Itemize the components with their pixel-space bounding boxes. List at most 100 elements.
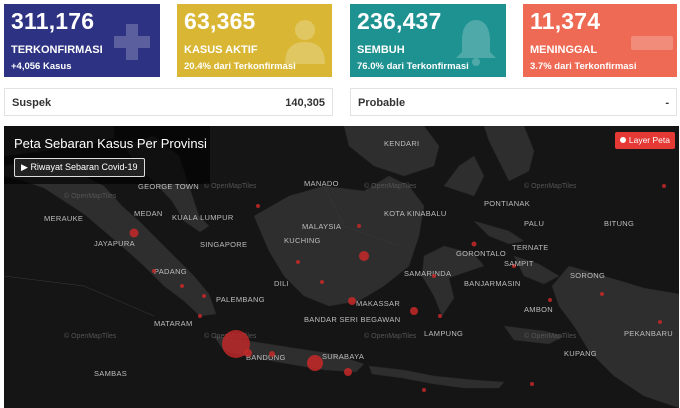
city-label: SAMPIT [504,259,534,268]
city-label: PALEMBANG [216,295,265,304]
confirmed-card: 311,176 TERKONFIRMASI +4,056 Kasus [4,4,160,77]
city-label: JAYAPURA [94,239,135,248]
city-label: AMBON [524,305,553,314]
city-label: MALAYSIA [302,222,341,231]
map-header-panel: Peta Sebaran Kasus Per Provinsi ▶ Riwaya… [4,126,210,184]
suspect-value: 140,305 [285,97,325,109]
city-label: GEORGE TOWN [138,182,199,191]
case-marker[interactable] [512,264,516,268]
city-label: PEKANBARU [624,329,673,338]
case-marker[interactable] [600,292,604,296]
city-label: MATARAM [154,319,193,328]
city-label: KOTA KINABALU [384,209,447,218]
case-marker[interactable] [198,314,202,318]
minus-icon [631,36,673,50]
case-marker[interactable] [658,320,662,324]
probable-label: Probable [358,97,406,109]
city-label: MEDAN [134,209,163,218]
plus-icon [114,24,150,60]
case-marker[interactable] [359,251,369,261]
city-label: BANJARMASIN [464,279,521,288]
case-marker[interactable] [320,280,324,284]
map-watermark: © OpenMapTiles [524,332,577,340]
case-marker[interactable] [129,228,139,238]
recovered-percentage: 76.0% dari Terkonfirmasi [357,61,469,72]
layer-button[interactable]: Layer Peta [614,132,675,149]
probable-box: Probable - [350,88,677,116]
case-marker[interactable] [662,184,666,188]
bell-icon [456,20,496,66]
case-marker[interactable] [432,274,436,278]
case-marker[interactable] [410,307,418,315]
recovered-label: SEMBUH [357,44,405,56]
deaths-count: 11,374 [530,8,601,34]
city-label: SURABAYA [322,352,364,361]
map-watermark: © OpenMapTiles [204,182,257,190]
city-label: SORONG [570,271,605,280]
confirmed-count: 311,176 [11,8,95,34]
province-case-map[interactable]: © OpenMapTiles © OpenMapTiles © OpenMapT… [4,126,679,408]
city-label: GORONTALO [456,249,506,258]
case-marker[interactable] [180,284,184,288]
city-label: TERNATE [512,243,549,252]
map-title: Peta Sebaran Kasus Per Provinsi [14,136,207,151]
active-label: KASUS AKTIF [184,44,258,56]
case-marker[interactable] [530,382,534,386]
recovered-count: 236,437 [357,8,442,34]
suspect-box: Suspek 140,305 [4,88,333,116]
active-count: 63,365 [184,8,256,34]
active-card: 63,365 KASUS AKTIF 20.4% dari Terkonfirm… [177,4,332,77]
history-button[interactable]: ▶ Riwayat Sebaran Covid-19 [14,158,145,177]
case-marker[interactable] [307,355,323,371]
case-marker[interactable] [256,204,260,208]
patient-icon [285,20,325,64]
deaths-percentage: 3.7% dari Terkonfirmasi [530,61,637,72]
active-percentage: 20.4% dari Terkonfirmasi [184,61,296,72]
case-marker[interactable] [244,349,252,357]
history-button-label: Riwayat Sebaran Covid-19 [30,162,138,172]
city-label: DILI [274,279,289,288]
layer-dot-icon [619,137,626,143]
city-label: BANDUNG [246,353,286,362]
map-watermark: © OpenMapTiles [364,332,417,340]
case-marker[interactable] [357,224,361,228]
case-marker[interactable] [348,297,356,305]
city-label: BITUNG [604,219,634,228]
city-label: MERAUKE [44,214,83,223]
suspect-label: Suspek [12,97,52,109]
city-label: PALU [524,219,544,228]
city-label: SINGAPORE [200,240,247,249]
city-label: MANADO [304,179,339,188]
case-marker[interactable] [269,351,275,357]
city-label: KUCHING [284,236,321,245]
confirmed-label: TERKONFIRMASI [11,44,103,56]
city-label: KUPANG [564,349,597,358]
deaths-card: 11,374 MENINGGAL 3.7% dari Terkonfirmasi [523,4,677,77]
layer-button-label: Layer Peta [628,135,670,145]
case-marker[interactable] [438,314,442,318]
case-marker[interactable] [471,241,477,247]
map-watermark: © OpenMapTiles [64,332,117,340]
case-marker[interactable] [344,368,352,376]
confirmed-new-cases: +4,056 Kasus [11,61,72,72]
map-watermark: © OpenMapTiles [64,192,117,200]
map-watermark: © OpenMapTiles [524,182,577,190]
city-label: BANDAR SERI BEGAWAN [304,315,400,324]
city-label: MAKASSAR [356,299,400,308]
map-canvas[interactable]: © OpenMapTiles © OpenMapTiles © OpenMapT… [4,126,679,408]
city-label: KENDARI [384,139,419,148]
case-marker[interactable] [202,294,206,298]
play-icon: ▶ [21,162,28,172]
city-label: SAMARINDA [404,269,451,278]
city-label: PADANG [154,267,187,276]
case-marker[interactable] [152,269,156,273]
city-label: KUALA LUMPUR [172,213,234,222]
city-label: PONTIANAK [484,199,530,208]
case-marker[interactable] [422,388,426,392]
map-watermark: © OpenMapTiles [364,182,417,190]
case-marker[interactable] [296,260,300,264]
city-label: LAMPUNG [424,329,463,338]
case-marker[interactable] [222,330,250,358]
case-marker[interactable] [548,298,552,302]
recovered-card: 236,437 SEMBUH 76.0% dari Terkonfirmasi [350,4,506,77]
